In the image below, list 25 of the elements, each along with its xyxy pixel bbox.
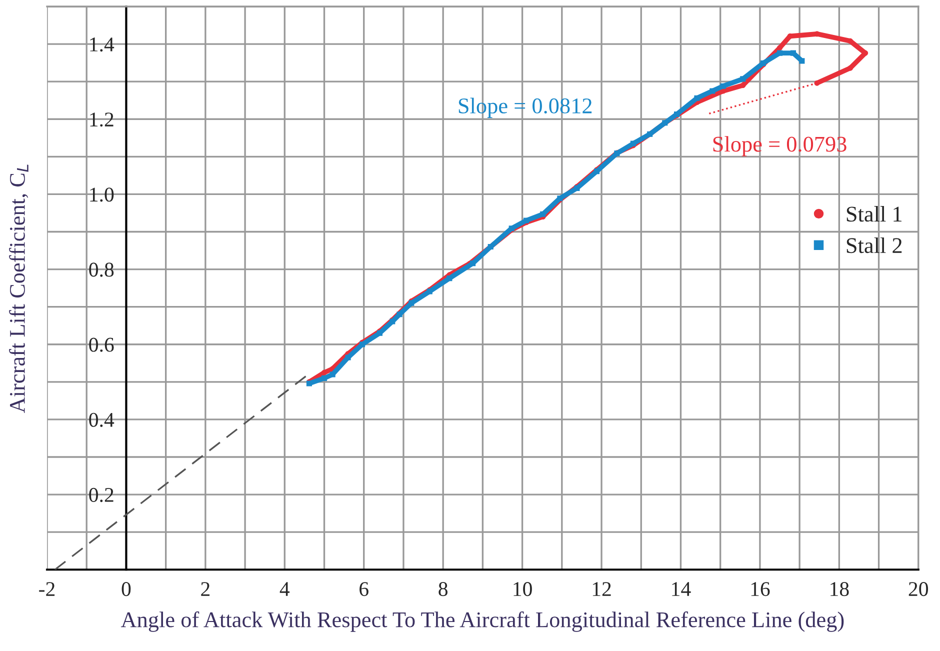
x-tick-label: 0 xyxy=(122,582,131,596)
x-axis-title: Angle of Attack With Respect To The Aircraft Longitudinal Reference Line (deg) xyxy=(120,611,844,632)
x-tick-label: 4 xyxy=(280,582,290,596)
x-tick-label: 6 xyxy=(360,582,368,596)
legend-label: Stall 1 xyxy=(846,206,902,222)
legend-label: Stall 2 xyxy=(846,237,902,254)
y-tick-label: 0.2 xyxy=(89,488,114,502)
annotation: Slope = 0.0793 xyxy=(713,136,846,156)
y-tick-label: 0.6 xyxy=(89,338,114,352)
y-tick-label: 1.2 xyxy=(90,112,114,127)
x-tick-label: 20 xyxy=(908,582,928,596)
x-tick-label: -2 xyxy=(39,582,55,596)
x-tick-label: 2 xyxy=(201,582,210,596)
y-axis-title: Aircraft Lift Coefficient, C$_{L}$ xyxy=(9,164,28,413)
y-tick-label: 0.4 xyxy=(89,412,114,427)
y-tick-label: 1.0 xyxy=(90,188,114,202)
y-tick-label: 1.4 xyxy=(90,38,114,52)
x-tick-label: 12 xyxy=(592,582,611,596)
y-tick-label: 0.8 xyxy=(89,262,114,277)
x-tick-label: 10 xyxy=(514,582,532,596)
x-tick-label: 16 xyxy=(751,582,770,596)
x-tick-label: 8 xyxy=(438,582,448,596)
x-tick-label: 18 xyxy=(830,582,849,596)
x-tick-label: 14 xyxy=(672,582,691,596)
annotation: Slope = 0.0812 xyxy=(458,98,592,118)
